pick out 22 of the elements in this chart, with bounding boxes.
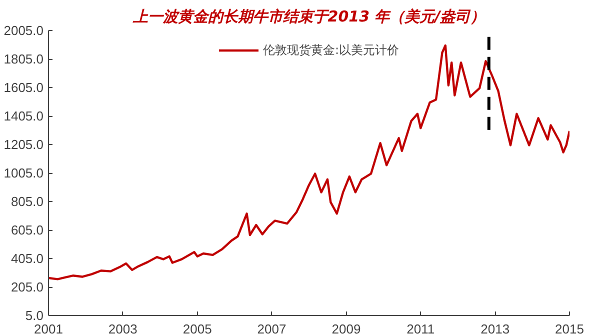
x-tick-label: 2013 [480,322,510,336]
x-tick-label: 2015 [555,322,584,336]
chart-title: 上一波黄金的长期牛市结束于2013 年（美元/盎司） [132,8,486,26]
y-tick-label: 1405.0 [4,108,44,124]
y-tick-label: 1005.0 [4,166,44,180]
x-tick-label: 2005 [182,322,212,336]
y-tick-label: 205.0 [10,280,44,294]
y-tick-label: 5.0 [25,308,44,323]
x-tick-label: 2011 [406,322,435,336]
x-tick-label: 2009 [332,322,361,336]
y-tick-label: 2005.0 [4,23,44,38]
y-tick-label: 405.0 [10,251,44,266]
line-series [48,44,570,280]
x-tick-label: 2007 [257,322,286,336]
y-tick-label: 1205.0 [4,137,44,152]
x-tick-label: 2001 [34,322,63,336]
y-tick-label: 605.0 [10,222,44,238]
y-tick-label: 1805.0 [4,52,44,66]
y-tick-label: 1605.0 [4,80,44,95]
x-tick-label: 2003 [108,322,138,336]
y-tick-label: 805.0 [10,194,44,209]
legend-label: 伦敦现货黄金:以美元计价 [262,42,400,58]
